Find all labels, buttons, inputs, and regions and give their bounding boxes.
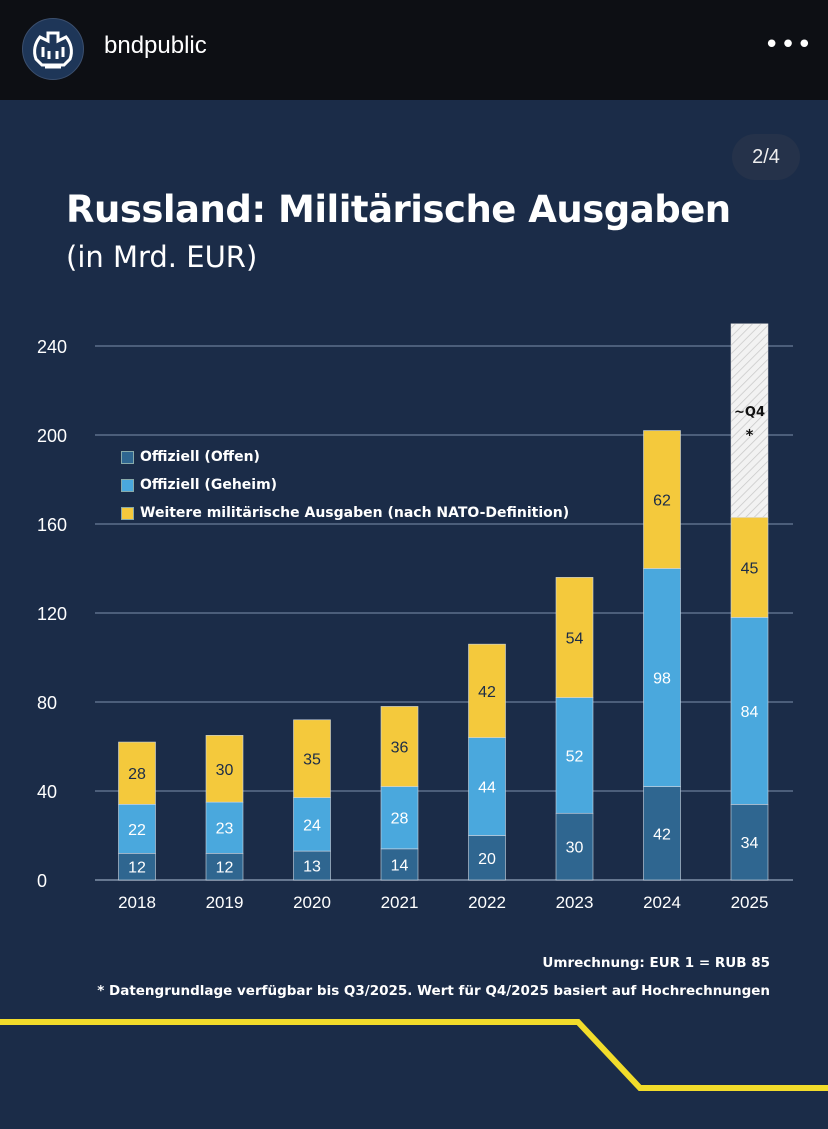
x-tick-label: 2020 xyxy=(293,893,331,912)
data-label: 35 xyxy=(303,752,321,769)
bar-segment-offen xyxy=(468,835,506,881)
data-label: 34 xyxy=(741,835,759,852)
data-label: 62 xyxy=(653,493,671,510)
data-label: 30 xyxy=(566,840,584,857)
bar-segment-offen xyxy=(643,786,681,881)
eagle-logo-icon xyxy=(33,31,73,69)
data-label: 52 xyxy=(566,748,584,765)
username[interactable]: bndpublic xyxy=(104,32,207,59)
legend-label: Offiziell (Geheim) xyxy=(140,477,278,493)
conversion-note: Umrechnung: EUR 1 = RUB 85 xyxy=(542,955,770,971)
chart-area: 0 40 80 120 160 200 240 12 22 28 2018 12 23 30 2019 13… xyxy=(0,323,828,1091)
chart-title: Russland: Militärische Ausgaben xyxy=(66,188,731,231)
bar-segment-geheim xyxy=(643,568,681,787)
y-tick-label: 120 xyxy=(37,604,67,624)
data-label: 23 xyxy=(216,821,234,838)
bar-segment-offen xyxy=(380,848,419,881)
bar-segment-weitere xyxy=(293,719,331,798)
data-label: 45 xyxy=(741,560,759,577)
bar-segment-geheim xyxy=(118,804,156,854)
data-label: 98 xyxy=(653,671,671,688)
legend-label: Weitere militärische Ausgaben (nach NATO… xyxy=(140,505,570,521)
legend-item-geheim: Offiziell (Geheim) xyxy=(121,471,569,499)
x-tick-label: 2019 xyxy=(206,893,244,912)
chart-legend: Offiziell (Offen) Offiziell (Geheim) Wei… xyxy=(121,443,569,527)
data-label: 54 xyxy=(566,630,584,647)
legend-label: Offiziell (Offen) xyxy=(140,449,260,465)
data-label: 84 xyxy=(741,704,759,721)
bar-segment-geheim xyxy=(555,697,594,814)
bar-segment-geheim xyxy=(380,786,419,850)
y-tick-label: 0 xyxy=(37,871,47,891)
y-tick-label: 40 xyxy=(37,782,57,802)
data-label: 42 xyxy=(653,826,671,843)
x-tick-label: 2024 xyxy=(643,893,681,912)
bar-segment-geheim xyxy=(468,737,506,836)
x-tick-label: 2022 xyxy=(468,893,506,912)
projection-label: ~Q4 xyxy=(734,405,765,420)
post-header: bndpublic ••• xyxy=(0,0,828,100)
avatar[interactable] xyxy=(22,18,84,80)
projection-asterisk: * xyxy=(746,426,754,444)
x-tick-label: 2018 xyxy=(118,893,156,912)
bar-segment-offen xyxy=(293,850,331,881)
bar-segment-offen xyxy=(555,812,594,881)
x-tick-label: 2021 xyxy=(381,893,419,912)
bar-segment-weitere xyxy=(643,430,681,569)
legend-swatch xyxy=(121,478,134,492)
bar-segment-projected-q4 xyxy=(730,323,769,518)
data-label: 14 xyxy=(391,857,409,874)
legend-swatch xyxy=(121,506,134,520)
accent-line xyxy=(0,1019,828,1091)
bar-segment-weitere xyxy=(118,741,156,805)
bar-segment-offen xyxy=(730,804,769,881)
data-label: 42 xyxy=(478,684,496,701)
bar-segment-offen xyxy=(205,852,244,881)
bar-segment-weitere xyxy=(205,735,244,803)
data-label: 12 xyxy=(128,860,146,877)
data-label: 13 xyxy=(303,859,321,876)
chart-subtitle: (in Mrd. EUR) xyxy=(66,240,258,274)
bar-segment-weitere xyxy=(468,643,506,738)
y-tick-label: 160 xyxy=(37,515,67,535)
bar-segment-geheim xyxy=(293,797,331,852)
data-label: 44 xyxy=(478,780,496,797)
data-label: 28 xyxy=(128,766,146,783)
data-label: 24 xyxy=(303,817,321,834)
x-tick-label: 2023 xyxy=(556,893,594,912)
bar-segment-geheim xyxy=(730,617,769,805)
data-label: 30 xyxy=(216,762,234,779)
more-options-icon[interactable]: ••• xyxy=(764,30,814,60)
y-tick-label: 240 xyxy=(37,337,67,357)
bar-segment-weitere xyxy=(555,577,594,698)
y-tick-label: 200 xyxy=(37,426,67,446)
x-tick-label: 2025 xyxy=(731,893,769,912)
legend-item-offen: Offiziell (Offen) xyxy=(121,443,569,471)
bar-segment-weitere xyxy=(380,706,419,787)
legend-item-weitere: Weitere militärische Ausgaben (nach NATO… xyxy=(121,499,569,527)
bar-segment-weitere xyxy=(730,517,769,618)
data-label: 28 xyxy=(391,811,409,828)
page-indicator: 2/4 xyxy=(732,134,800,180)
legend-swatch xyxy=(121,450,134,464)
data-label: 20 xyxy=(478,851,496,868)
footnote: * Datengrundlage verfügbar bis Q3/2025. … xyxy=(97,983,770,999)
y-tick-label: 80 xyxy=(37,693,57,713)
data-label: 36 xyxy=(391,740,409,757)
data-label: 12 xyxy=(216,860,234,877)
data-label: 22 xyxy=(128,822,146,839)
